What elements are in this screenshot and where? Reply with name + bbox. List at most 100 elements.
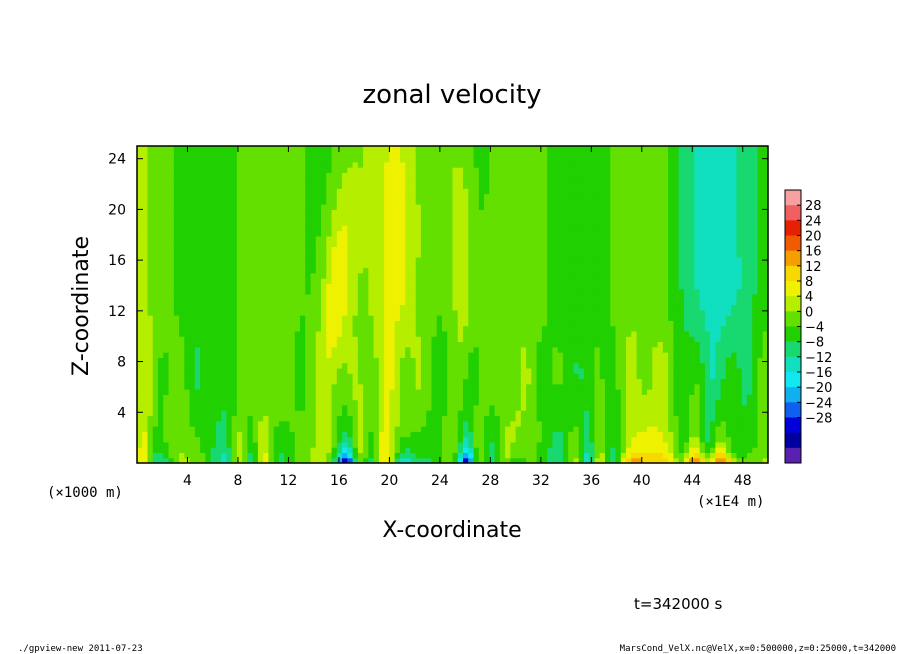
heatmap-cell (252, 241, 259, 247)
heatmap-cell (331, 182, 338, 189)
heatmap-cell (441, 309, 448, 316)
heatmap-cell (163, 172, 170, 179)
heatmap-cell (384, 431, 390, 438)
heatmap-cell (179, 214, 185, 221)
heatmap-cell (289, 352, 296, 358)
heatmap-cell (189, 367, 196, 374)
heatmap-cell (289, 161, 296, 168)
heatmap-cell (515, 167, 522, 174)
heatmap-cell (163, 230, 170, 237)
heatmap-cell (515, 330, 522, 337)
heatmap-cell (326, 304, 333, 311)
heatmap-cell (399, 378, 406, 385)
heatmap-cell (284, 341, 291, 348)
heatmap-cell (399, 288, 406, 295)
heatmap-cell (305, 172, 312, 179)
heatmap-cell (215, 209, 222, 216)
heatmap-cell (179, 235, 185, 242)
heatmap-cell (310, 457, 317, 463)
heatmap-cell (289, 283, 296, 290)
heatmap-cell (257, 219, 264, 226)
heatmap-cell (373, 230, 380, 237)
heatmap-cell (315, 256, 322, 263)
heatmap-cell (526, 383, 532, 390)
heatmap-cell (294, 177, 301, 184)
heatmap-cell (142, 156, 149, 163)
heatmap-cell (405, 330, 412, 337)
heatmap-cell (163, 404, 170, 411)
heatmap-cell (441, 167, 448, 174)
heatmap-cell (541, 230, 548, 237)
heatmap-cell (184, 182, 191, 189)
heatmap-cell (210, 399, 217, 406)
heatmap-cell (215, 146, 222, 152)
heatmap-cell (289, 262, 296, 269)
heatmap-cell (252, 267, 259, 274)
heatmap-cell (163, 426, 170, 432)
heatmap-cell (310, 167, 317, 174)
heatmap-cell (494, 304, 501, 311)
heatmap-cell (384, 394, 390, 401)
heatmap-cell (331, 225, 338, 232)
heatmap-cell (457, 293, 464, 300)
heatmap-cell (289, 330, 296, 337)
heatmap-cell (399, 161, 406, 168)
heatmap-cell (436, 288, 443, 295)
heatmap-cell (415, 383, 422, 390)
heatmap-cell (257, 352, 264, 358)
heatmap-cell (147, 198, 154, 205)
heatmap-cell (478, 198, 485, 205)
heatmap-cell (441, 256, 448, 263)
heatmap-cell (194, 156, 201, 163)
heatmap-cell (236, 299, 243, 306)
heatmap-cell (326, 346, 333, 353)
heatmap-cell (447, 146, 454, 152)
heatmap-cell (431, 299, 438, 306)
heatmap-cell (410, 156, 417, 163)
heatmap-cell (273, 436, 280, 443)
heatmap-cell (152, 367, 159, 374)
heatmap-cell (541, 357, 548, 364)
heatmap-cell (394, 267, 401, 274)
heatmap-cell (284, 399, 291, 406)
heatmap-cell (210, 167, 217, 174)
heatmap-cell (510, 214, 517, 221)
heatmap-cell (373, 378, 380, 385)
heatmap-cell (268, 204, 275, 210)
heatmap-cell (236, 383, 243, 390)
heatmap-cell (289, 198, 296, 205)
heatmap-cell (431, 209, 438, 216)
heatmap-cell (310, 431, 317, 438)
heatmap-cell (541, 204, 548, 210)
heatmap-cell (536, 177, 543, 184)
heatmap-cell (231, 235, 238, 242)
heatmap-cell (321, 383, 327, 390)
heatmap-cell (352, 352, 359, 358)
heatmap-cell (310, 436, 317, 443)
heatmap-cell (210, 394, 217, 401)
heatmap-cell (541, 404, 548, 411)
heatmap-cell (210, 161, 217, 168)
heatmap-cell (441, 262, 448, 269)
heatmap-cell (415, 235, 422, 242)
heatmap-cell (405, 436, 412, 443)
heatmap-cell (284, 315, 291, 321)
heatmap-cell (426, 420, 433, 427)
heatmap-cell (242, 383, 249, 390)
heatmap-cell (536, 457, 543, 463)
heatmap-cell (163, 188, 170, 195)
heatmap-cell (147, 304, 154, 311)
heatmap-cell (273, 367, 280, 374)
heatmap-cell (410, 341, 417, 348)
heatmap-cell (278, 204, 285, 210)
heatmap-cell (410, 209, 417, 216)
heatmap-cell (410, 309, 417, 316)
heatmap-cell (252, 262, 259, 269)
heatmap-cell (468, 267, 475, 274)
heatmap-cell (526, 241, 532, 247)
heatmap-cell (226, 404, 233, 411)
heatmap-cell (137, 404, 143, 411)
heatmap-cell (389, 293, 396, 300)
heatmap-cell (284, 146, 291, 152)
heatmap-cell (426, 431, 433, 438)
